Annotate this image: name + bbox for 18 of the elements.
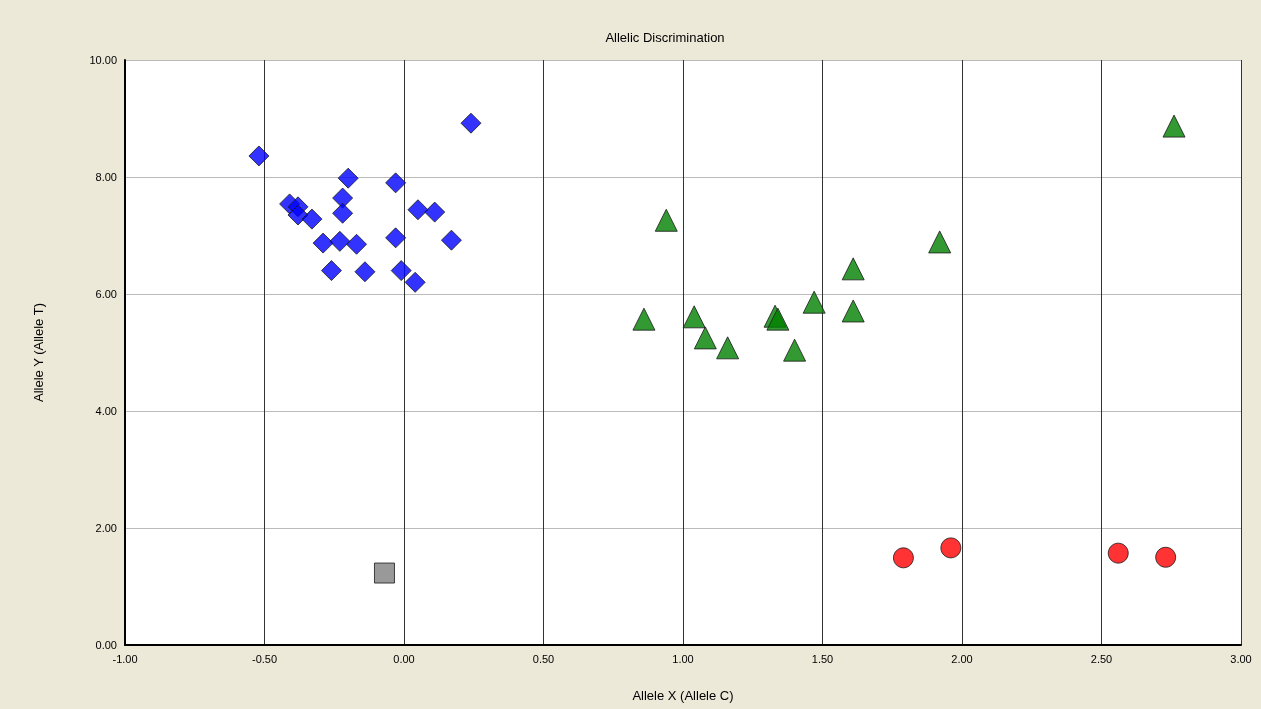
x-axis-title: Allele X (Allele C) <box>632 688 734 703</box>
x-tick-label: 0.00 <box>393 652 415 665</box>
y-tick-label: 0.00 <box>95 639 117 651</box>
x-tick-label: 2.00 <box>951 652 973 665</box>
y-tick-label: 6.00 <box>95 288 117 300</box>
x-tick-label: -1.00 <box>112 652 138 665</box>
chart-title: Allelic Discrimination <box>605 30 725 45</box>
y-tick-label: 10.00 <box>89 54 117 66</box>
y-tick-label: 8.00 <box>95 171 117 183</box>
x-tick-label: 1.00 <box>672 652 694 665</box>
y-tick-label: 2.00 <box>95 522 117 534</box>
x-tick-label: -0.50 <box>251 652 278 665</box>
x-tick-label: 2.50 <box>1090 652 1113 665</box>
x-tick-label: 3.00 <box>1230 652 1252 665</box>
x-tick-label: 1.50 <box>811 652 834 665</box>
y-axis-title: Allele Y (Allele T) <box>31 303 46 402</box>
y-tick-label: 4.00 <box>95 405 117 417</box>
x-tick-label: 0.50 <box>532 652 555 665</box>
